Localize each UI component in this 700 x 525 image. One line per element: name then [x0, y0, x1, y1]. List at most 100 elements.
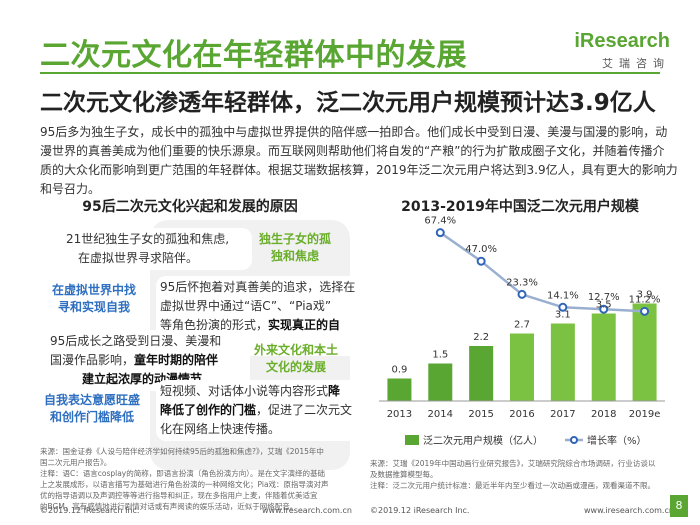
legend-bar-swatch — [405, 435, 419, 445]
x-tick-label: 2015 — [468, 409, 493, 420]
reason-4-label-line: 和创作门槛降低 — [49, 410, 134, 424]
growth-line — [439, 231, 645, 313]
legend-bar-label: 泛二次元用户规模（亿人） — [423, 434, 543, 447]
page-title: 二次元文化在年轻群体中的发展 — [40, 38, 467, 73]
source-line: 来源：艾瑞《2019年中国动画行业研究报告》，艾瑞研究院综合市场调研，行业访谈以 — [370, 459, 656, 468]
source-line: 及数据推算模型每。 — [370, 470, 438, 479]
chart-title: 2013-2019年中国泛二次元用户规模 — [401, 199, 639, 215]
growth-value-label: 14.1% — [547, 290, 579, 301]
label-group: 0.9 1.5 2.2 2.7 3.1 3.5 3.9 67.4% 47.0% 23.3% 14.1… — [391, 216, 660, 376]
bar-value-label: 3.5 — [596, 300, 612, 311]
x-tick-label: 2018 — [591, 409, 616, 420]
bar-value-label: 0.9 — [391, 365, 407, 376]
reason-1-text: 21世纪独生子女的孤独和焦虑, 在虚拟世界寻求陪伴。 — [60, 228, 252, 270]
intro-paragraph: 95后多为独生子女，成长中的孤独中与虚拟世界提供的陪伴感一拍即合。他们成长中受到… — [40, 123, 678, 199]
intro-line: 95后多为独生子女，成长中的孤独中与虚拟世界提供的陪伴感一拍即合。他们成长中受到… — [40, 125, 668, 139]
logo-text: iResearch — [574, 30, 670, 52]
source-line: 注释：泛二次元用户统计标准：最近半年内至少看过一次动画或漫画，观看渠道不限。 — [370, 481, 655, 490]
left-panel-title: 95后二次元文化兴起和发展的原因 — [82, 199, 298, 215]
reason-4-bold: 降低了创作的门槛 — [160, 403, 257, 417]
reason-2-label: 在虚拟世界中找 寻和实现自我 — [42, 282, 146, 316]
bar — [469, 346, 494, 401]
source-line: 优的指导语调以及声调控等等进行指导和纠正，现在多指用户上麦，伴随着优美适宜 — [40, 491, 318, 500]
growth-point — [558, 302, 568, 312]
bar-group — [387, 303, 657, 401]
intro-line: 质的大众化而影响到更广范围的年轻群体。根据艾瑞数据核算，2019年泛二次元用户将… — [40, 163, 678, 177]
iresearch-logo: iResearch 艾瑞咨询 — [560, 30, 670, 80]
growth-value-label: 12.7% — [588, 292, 620, 303]
reason-2-line: 95后怀抱着对真善美的追求，选择在 — [160, 280, 356, 294]
reason-3-label-line: 文化的发展 — [265, 360, 326, 374]
reason-3-line: 95后成长之路受到日漫、美漫和 — [50, 334, 222, 348]
footer-copyright-right: ©2019.12 iResearch Inc. — [370, 506, 470, 515]
bar-value-label: 2.2 — [473, 332, 489, 343]
legend-line-label: 增长率（%） — [587, 434, 647, 447]
bar — [632, 303, 657, 401]
reason-4-bold: 降 — [328, 384, 341, 398]
bar-value-label: 3.1 — [555, 310, 571, 321]
reason-1-label-line: 独和焦虑 — [270, 249, 319, 263]
growth-point — [640, 306, 650, 316]
reason-4-label-line: 自我表达意愿旺盛 — [43, 393, 140, 407]
bar — [428, 363, 453, 401]
left-source-note: 来源：国金证券《人设与陪伴经济学如何持续95后的孤独和焦虑?》，艾瑞《2015年… — [40, 446, 350, 512]
reason-3-line-plain: 国漫作品影响， — [50, 353, 135, 367]
source-line: 国二次元用户报告》。 — [40, 458, 112, 467]
reason-2-label-line: 在虚拟世界中找 — [51, 283, 136, 297]
growth-point — [435, 228, 445, 238]
reason-3-line: 国漫作品影响，童年时期的陪伴 — [50, 351, 246, 370]
reason-4-line: 化在网络上快速传播。 — [160, 422, 281, 436]
x-tick-label: 2013 — [387, 409, 412, 420]
footer-copyright-left: ©2019.12 iResearch Inc. — [40, 506, 140, 515]
reason-3-bold: 童年时期的陪伴 — [134, 353, 219, 367]
reason-1-line: 在虚拟世界寻求陪伴。 — [78, 251, 199, 265]
intro-line: 和号召力。 — [40, 182, 101, 196]
bar — [591, 313, 616, 401]
footer-url-right[interactable]: www.iresearch.com.cn — [584, 506, 674, 515]
growth-value-label: 23.3% — [506, 277, 538, 288]
title-underline — [40, 72, 660, 74]
x-tick-label: 2016 — [509, 409, 534, 420]
source-line: 的BGM，富有感情地进行剧情对话或有声阅读的娱乐活动，近似于网络配音。 — [40, 502, 298, 511]
reason-3-label: 外来文化和本土 文化的发展 — [248, 342, 344, 376]
bar-value-label: 3.9 — [637, 290, 653, 301]
growth-line-group — [435, 228, 650, 316]
page-number: 8 — [670, 495, 688, 517]
page-subtitle: 二次元文化渗透年轻群体，泛二次元用户规模预计达3.9亿人 — [40, 90, 656, 116]
reason-3-label-line: 外来文化和本土 — [253, 343, 338, 357]
bar-value-label: 2.7 — [514, 320, 530, 331]
bar-value-label: 1.5 — [432, 350, 448, 361]
source-line: 来源：国金证券《人设与陪伴经济学如何持续95后的孤独和焦虑?》，艾瑞《2015年… — [40, 447, 324, 456]
reason-2-line: 虚拟世界中通过“语C”、“Pia戏” — [160, 299, 332, 313]
growth-value-label: 11.2% — [629, 294, 661, 305]
reason-1-line: 21世纪独生子女的孤独和焦虑, — [66, 232, 230, 246]
reason-4-line-plain: 短视频、对话体小说等内容形式 — [160, 384, 329, 398]
growth-point — [599, 304, 609, 314]
source-line: 注释：语C：语言cosplay的简称，即语言扮演（角色扮演方向）。是在文字演绎的… — [40, 469, 325, 478]
footer-url-left[interactable]: www.iresearch.com.cn — [262, 506, 352, 515]
reason-2-line-plain: 等角色扮演的形式， — [160, 318, 269, 332]
reason-1-label-line: 独生子女的孤 — [258, 232, 331, 246]
growth-point — [476, 256, 486, 266]
x-tick-label: 2019e — [629, 409, 661, 420]
reason-4-label: 自我表达意愿旺盛 和创作门槛降低 — [34, 392, 150, 426]
logo-subtext: 艾瑞咨询 — [602, 57, 670, 70]
user-scale-chart: 0.9 1.5 2.2 2.7 3.1 3.5 3.9 67.4% 47.0% 23.3% 14.1… — [379, 216, 665, 447]
intro-line: 漫世界的真善美成为他们重要的快乐源泉。而互联网则帮助他们将自发的“产粮”的行为扩… — [40, 144, 665, 158]
reason-4-text: 短视频、对话体小说等内容形式降 降低了创作的门槛，促进了二次元文 化在网络上快速… — [156, 380, 362, 441]
legend-line-marker — [570, 436, 578, 444]
reason-4-line: 短视频、对话体小说等内容形式降 — [160, 382, 358, 401]
growth-value-label: 47.0% — [465, 244, 497, 255]
reason-2-line: 等角色扮演的形式，实现真正的自我。 — [160, 316, 356, 354]
bar — [387, 378, 412, 401]
reason-2-label-line: 寻和实现自我 — [57, 300, 130, 314]
legend: 泛二次元用户规模（亿人） 增长率（%） — [405, 434, 647, 447]
growth-point — [517, 289, 527, 299]
reason-4-line: 降低了创作的门槛，促进了二次元文 — [160, 401, 358, 420]
x-tick-label: 2017 — [550, 409, 575, 420]
right-source-note: 来源：艾瑞《2019年中国动画行业研究报告》，艾瑞研究院综合市场调研，行业访谈以… — [370, 458, 670, 491]
growth-value-label: 67.4% — [424, 216, 456, 227]
reason-3-text: 95后成长之路受到日漫、美漫和 国漫作品影响，童年时期的陪伴 建立起浓厚的动漫情… — [46, 330, 250, 391]
bar — [510, 333, 534, 401]
reason-2-text: 95后怀抱着对真善美的追求，选择在 虚拟世界中通过“语C”、“Pia戏” 等角色… — [156, 276, 360, 356]
